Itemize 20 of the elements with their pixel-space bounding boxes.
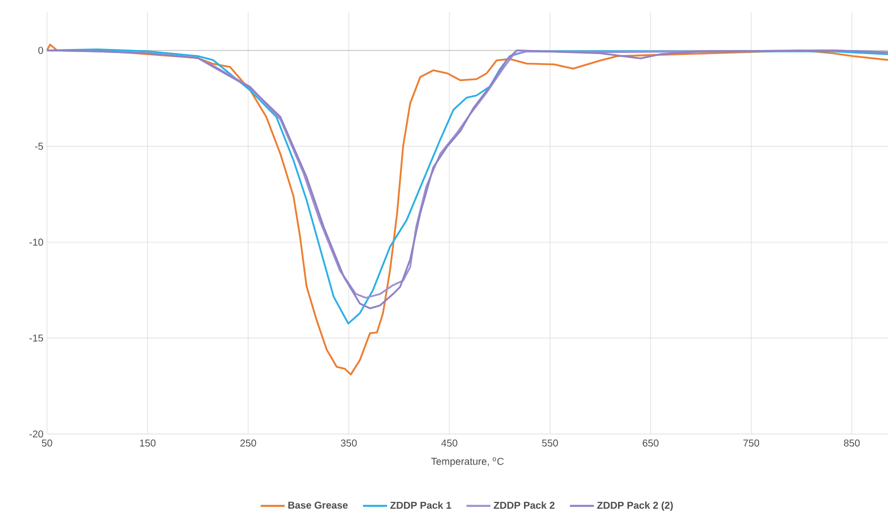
x-tick-label: 650	[642, 440, 659, 447]
x-tick-label: 550	[542, 440, 558, 447]
legend-label: ZDDP Pack 2	[494, 501, 555, 509]
x-tick-label: 750	[743, 440, 760, 447]
y-tick-label: 0	[38, 46, 44, 54]
legend-label: ZDDP Pack 1	[390, 501, 452, 509]
legend-label: Base Grease	[288, 502, 348, 509]
x-tick-label: 350	[340, 440, 357, 447]
y-tick-label: -10	[30, 238, 44, 246]
y-tick-label: -15	[30, 334, 44, 342]
x-tick-label: 50	[42, 440, 52, 447]
legend-label: ZDDP Pack 2 (2)	[597, 501, 673, 511]
x-tick-label: 150	[140, 440, 156, 447]
line-series	[46, 44, 888, 376]
y-tick-label: -5	[35, 142, 44, 150]
x-tick-label: 450	[441, 440, 458, 447]
x-axis-title: Temperature, $^{o}$C	[431, 457, 504, 467]
x-tick-label: 250	[240, 440, 256, 447]
x-tick-label: 850	[844, 440, 860, 447]
y-tick-label: -20	[30, 430, 44, 438]
